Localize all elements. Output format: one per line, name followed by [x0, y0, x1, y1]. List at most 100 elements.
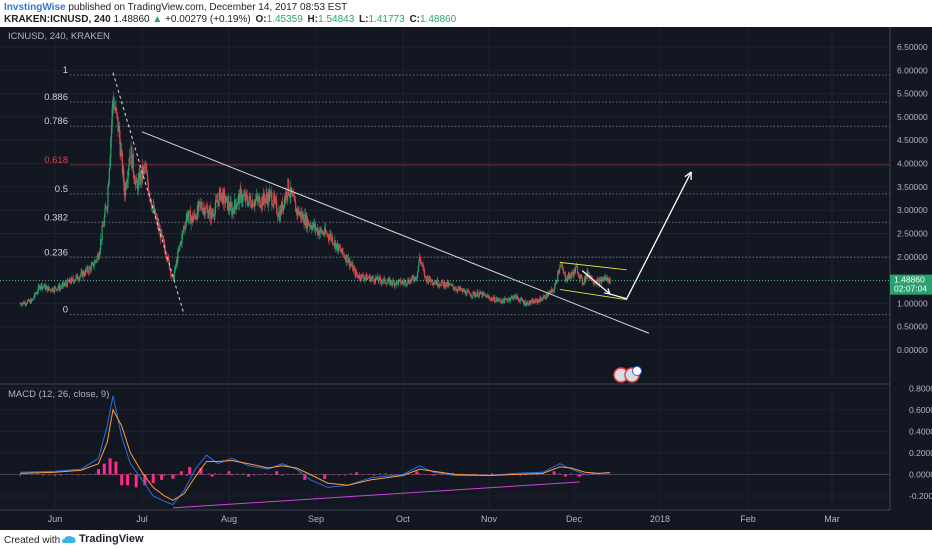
candle-body: [223, 190, 225, 193]
candle-body: [590, 275, 592, 279]
candle-body: [415, 278, 417, 280]
candle-body: [292, 195, 295, 197]
candle-body: [149, 197, 152, 199]
candle-body: [40, 283, 42, 287]
candle-body: [274, 199, 276, 201]
candle-body: [238, 193, 240, 197]
macd-histogram-bar: [552, 471, 556, 475]
candle-body: [366, 277, 368, 280]
candle-body: [480, 291, 482, 294]
macd-histogram-bar: [77, 474, 79, 476]
candle-body: [240, 188, 242, 192]
macd-histogram-bar: [126, 474, 129, 486]
candle-body: [416, 271, 419, 279]
candle-body: [35, 293, 37, 295]
candle-body: [496, 298, 498, 300]
candle-body: [574, 267, 576, 273]
macd-trendline[interactable]: [172, 481, 580, 509]
trendline[interactable]: [141, 131, 650, 334]
candle-body: [410, 279, 412, 282]
candle-body: [380, 280, 382, 284]
candle-body: [85, 269, 87, 271]
candle-body: [106, 207, 108, 209]
comment-flag-icon[interactable]: [632, 366, 642, 376]
candle-body: [299, 211, 302, 218]
candle-body: [426, 276, 428, 282]
time-axis[interactable]: Jun Jul Aug Sep Oct Nov Dec 2018 Feb Mar: [48, 514, 840, 524]
candle-body: [29, 300, 31, 304]
fib-retracement[interactable]: 1 0.886 0.786 0.618 0.5 0.382 0.236 0: [44, 65, 890, 316]
candle-body: [29, 300, 31, 302]
candle-body: [58, 284, 60, 289]
event-flags[interactable]: [613, 366, 642, 383]
candle-body: [81, 271, 83, 272]
candle-body: [360, 278, 362, 280]
candle-body: [89, 267, 92, 271]
channel-line[interactable]: [559, 261, 627, 271]
macd-histogram-bar: [48, 474, 50, 476]
candle-body: [489, 297, 491, 299]
candle-body: [146, 171, 148, 174]
candle-body: [266, 194, 268, 199]
candle-body: [428, 280, 430, 283]
candle-body: [525, 305, 527, 307]
candle-body: [453, 287, 455, 290]
candle-body: [498, 298, 500, 300]
candle-body: [203, 207, 206, 216]
candle-body: [217, 201, 219, 203]
candle-body: [343, 254, 345, 258]
candle-body: [443, 282, 445, 287]
candle-body: [500, 301, 502, 303]
projection-path[interactable]: [581, 171, 692, 300]
candle-body: [309, 225, 311, 227]
candle-body: [250, 199, 252, 206]
candle-body: [312, 222, 314, 226]
candle-body: [477, 291, 479, 297]
candle-body: [372, 276, 374, 279]
macd-histogram-bar: [123, 474, 126, 476]
candle-body: [569, 272, 571, 276]
candle-body: [567, 275, 569, 280]
candle-body: [462, 289, 464, 292]
macd-histogram-bar: [227, 471, 231, 475]
candle-body: [329, 236, 331, 240]
channel-line[interactable]: [559, 288, 627, 301]
candle-body: [26, 303, 28, 305]
candle-body: [505, 298, 507, 300]
candle-body: [464, 290, 466, 293]
candle-body: [496, 298, 499, 301]
candle-body: [376, 275, 378, 279]
candle-body: [332, 243, 334, 245]
candle-body: [450, 284, 453, 286]
candle-body: [359, 274, 361, 279]
macd-histogram-bar: [355, 472, 359, 475]
trendlines[interactable]: [0, 72, 890, 334]
macd-histogram-bar: [146, 474, 149, 476]
candle-body: [321, 232, 324, 234]
trendline[interactable]: [112, 72, 185, 315]
candle-body: [196, 216, 198, 220]
candle-body: [457, 288, 459, 292]
price-axis[interactable]: 6.50000 6.00000 5.50000 5.00000 4.50000 4.000…: [890, 42, 932, 501]
author-link[interactable]: InvstingWise: [4, 2, 66, 13]
candle-body: [137, 182, 139, 190]
candle-body: [131, 146, 133, 169]
candle-body: [552, 289, 554, 292]
candle-body: [134, 181, 136, 185]
candle-body: [528, 300, 530, 306]
candle-body: [437, 285, 439, 287]
candle-body: [518, 298, 520, 301]
candle-body: [367, 277, 369, 279]
macd-pane-title: MACD (12, 26, close, 9): [8, 389, 109, 400]
macd-histogram-bar: [384, 473, 387, 475]
candle-body: [302, 214, 304, 223]
candle-body: [198, 201, 201, 203]
macd-histogram-bar: [141, 474, 143, 476]
candle-body: [351, 263, 353, 266]
macd-histogram-bar: [598, 474, 600, 476]
candle-body: [357, 275, 359, 278]
chart-area[interactable]: 1 0.886 0.786 0.618 0.5 0.382 0.236 0 6.50000 6.…: [0, 27, 932, 530]
candle-body: [51, 288, 53, 292]
tradingview-brand[interactable]: TradingView: [62, 533, 144, 545]
